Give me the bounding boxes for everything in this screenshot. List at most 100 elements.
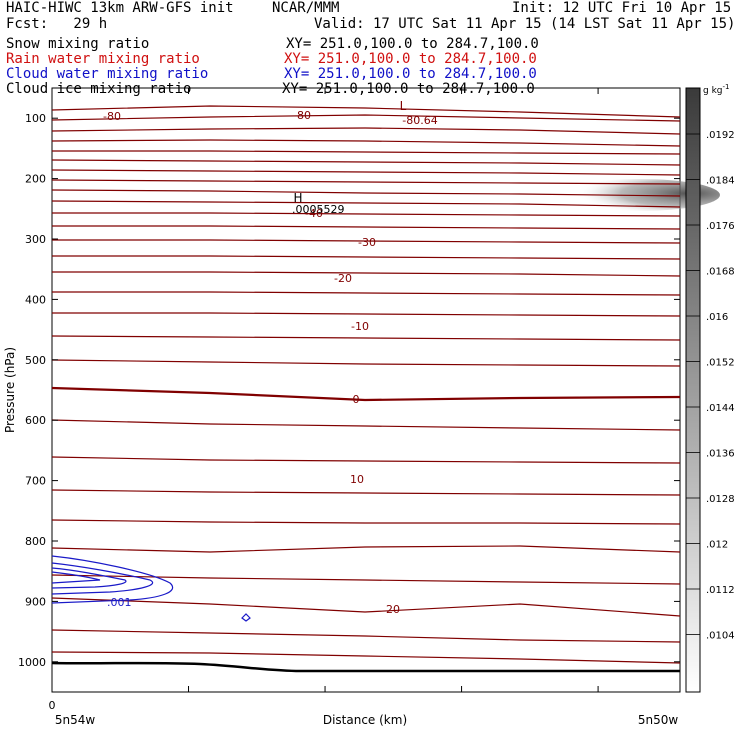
colorbar-ticks: .0192 .0184 .0176 .0168 .016 .0152 .0144 .0136.… xyxy=(686,130,735,642)
legend-rain-xy: XY= 251.0,100.0 to 284.7,100.0 xyxy=(284,51,537,67)
colorbar-unit: g kg-1 xyxy=(703,83,729,96)
colorbar-tick-label-1: .0184 xyxy=(706,176,735,187)
isotherm-line-10 xyxy=(52,212,681,217)
isotherm-line-12 xyxy=(52,239,681,244)
cloud-water-contour-inner xyxy=(51,571,101,584)
plot-title: HAIC-HIWC 13km ARW-GFS init xyxy=(6,0,234,16)
high-value-label: .0005529 xyxy=(292,203,345,216)
isotherm-line-19 xyxy=(51,386,681,402)
legend-snow-xy: XY= 251.0,100.0 to 284.7,100.0 xyxy=(286,36,539,52)
y-axis-label: Pressure (hPa) xyxy=(3,347,17,433)
y-tick-label-600: 600 xyxy=(25,414,46,427)
contour-labels: -80 -80 -80.64 -40 -30 -20 -10 0 10 20 xyxy=(103,109,438,616)
colorbar-tick-label-2: .0176 xyxy=(706,221,735,232)
x-endpoint-left: 5n54w xyxy=(55,713,96,727)
isotherm-line-20 xyxy=(51,419,681,431)
x-tick-label-0: 0 xyxy=(49,699,56,712)
cloud-water-contour-2 xyxy=(51,562,153,595)
y-tick-label-400: 400 xyxy=(25,293,46,306)
forecast-hour: Fcst: 29 h xyxy=(6,16,108,32)
isotherm-line-0 xyxy=(51,105,681,118)
plot-frame xyxy=(51,87,681,693)
cloud-water-contours: .001 xyxy=(51,555,251,622)
isotherm-line-22 xyxy=(51,489,681,496)
high-marker: H xyxy=(293,191,302,205)
isotherm-line-7 xyxy=(51,179,681,185)
y-tick-label-500: 500 xyxy=(25,354,46,367)
colorbar-tick-label-7: .0136 xyxy=(706,449,735,460)
cloud-water-label: .001 xyxy=(107,596,132,609)
y-tick-label-200: 200 xyxy=(25,173,46,186)
temperature-contours xyxy=(51,105,681,664)
contour-label-10: 10 xyxy=(350,473,364,486)
colorbar-tick-label-6: .0144 xyxy=(706,403,735,414)
cloud-water-small-contour xyxy=(241,613,251,622)
y-tick-label-1000: 1000 xyxy=(18,656,46,669)
isotherm-line-3 xyxy=(51,139,681,147)
surface-terrain-line xyxy=(51,661,680,673)
x-axis xyxy=(51,88,599,692)
colorbar-tick-label-0: .0192 xyxy=(706,130,735,141)
legend-cloudwater-name: Cloud water mixing ratio xyxy=(6,66,209,82)
x-axis-label: Distance (km) xyxy=(323,713,407,727)
contour-label-minus40: -40 xyxy=(305,207,323,220)
isotherm-line-9 xyxy=(51,200,681,208)
contour-label-minus80-64: -80.64 xyxy=(402,114,437,127)
org-label: NCAR/MMM xyxy=(272,0,340,16)
low-marker: L xyxy=(400,99,407,113)
isotherm-line-13 xyxy=(51,255,681,260)
isotherm-line-2 xyxy=(51,127,681,135)
contour-label-minus80-a: -80 xyxy=(103,110,121,123)
contour-label-20: 20 xyxy=(386,603,400,616)
isotherm-line-23 xyxy=(51,519,681,525)
isotherm-line-15 xyxy=(52,291,681,296)
colorbar-tick-label-11: .0104 xyxy=(706,631,735,642)
legend-cloudice-name: Cloud ice mixing ratio xyxy=(6,81,192,97)
isotherm-line-21 xyxy=(51,456,681,464)
isotherm-line-1 xyxy=(51,114,681,122)
y-tick-label-100: 100 xyxy=(25,112,46,125)
y-tick-label-300: 300 xyxy=(25,233,46,246)
colorbar-tick-label-9: .012 xyxy=(706,540,728,551)
y-tick-label-700: 700 xyxy=(25,475,46,488)
isotherm-line-25 xyxy=(51,574,681,585)
contour-label-minus20: -20 xyxy=(334,272,352,285)
cloud-water-contour-3 xyxy=(51,567,127,589)
contour-label-minus10: -10 xyxy=(351,320,369,333)
isotherm-line-14 xyxy=(52,271,681,277)
isotherm-line-26 xyxy=(51,597,681,617)
legend-snow-name: Snow mixing ratio xyxy=(6,36,150,52)
y-tick-label-800: 800 xyxy=(25,535,46,548)
isotherm-line-17 xyxy=(51,335,681,341)
isotherm-line-24 xyxy=(51,545,681,553)
valid-time: Valid: 17 UTC Sat 11 Apr 15 (14 LST Sat … xyxy=(314,16,736,32)
isotherm-line-18 xyxy=(51,359,681,367)
isotherm-line-11 xyxy=(52,225,681,230)
y-tick-label-900: 900 xyxy=(25,595,46,608)
legend-cloudwater-xy: XY= 251.0,100.0 to 284.7,100.0 xyxy=(284,66,537,82)
isotherm-line-8 xyxy=(51,189,681,197)
isotherm-line-6 xyxy=(51,169,681,176)
legend-cloudice-xy: XY= 251.0,100.0 to 284.7,100.0 xyxy=(282,81,535,97)
isotherm-line-16 xyxy=(52,312,681,317)
colorbar: .0192 .0184 .0176 .0168 .016 .0152 .0144 .0136.… xyxy=(685,83,735,693)
colorbar-tick-label-3: .0168 xyxy=(706,267,735,278)
cloud-water-contour-outer xyxy=(51,555,174,604)
x-endpoint-right: 5n50w xyxy=(638,713,679,727)
isotherm-line-28 xyxy=(51,651,681,664)
legend-rain-name: Rain water mixing ratio xyxy=(6,51,200,67)
contour-label-0: 0 xyxy=(353,393,360,406)
colorbar-tick-label-8: .0128 xyxy=(706,494,735,505)
colorbar-fill xyxy=(685,87,701,693)
contour-label-minus80-b: -80 xyxy=(293,109,311,122)
contour-label-minus30: -30 xyxy=(358,236,376,249)
isotherm-line-4 xyxy=(52,150,681,155)
colorbar-tick-label-10: .0112 xyxy=(706,585,735,596)
colorbar-tick-label-5: .0152 xyxy=(706,358,735,369)
colorbar-tick-label-4: .016 xyxy=(706,312,728,323)
isotherm-line-5 xyxy=(51,159,681,166)
init-time: Init: 12 UTC Fri 10 Apr 15 xyxy=(512,0,732,16)
isotherm-line-27 xyxy=(51,629,681,643)
